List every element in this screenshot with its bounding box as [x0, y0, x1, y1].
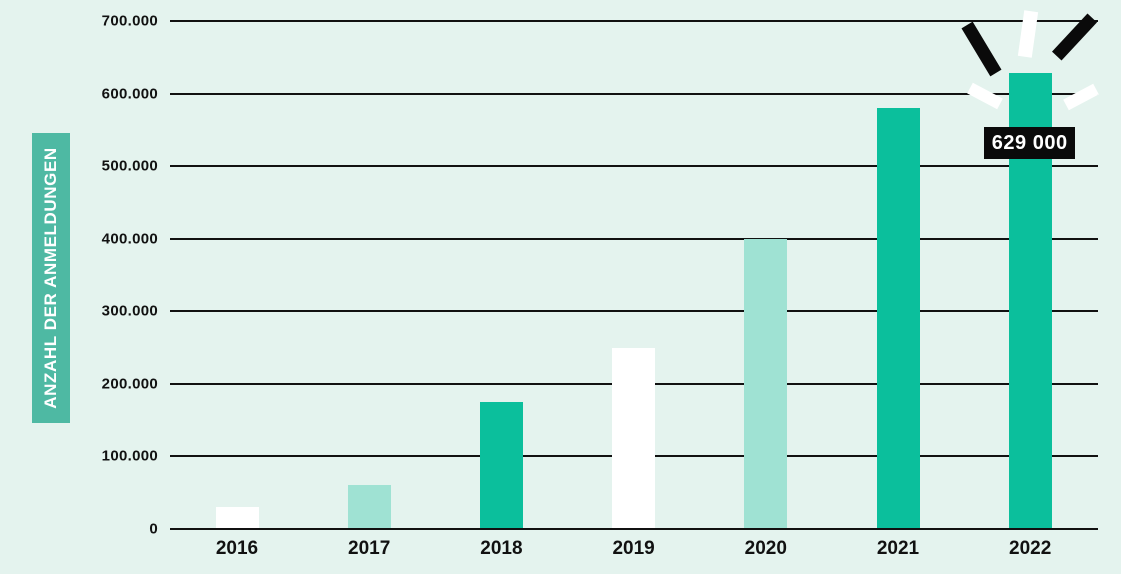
gridline [170, 92, 1098, 95]
burst-ray-top-center-icon [1018, 10, 1039, 58]
x-tick-label-2018: 2018 [480, 538, 523, 559]
gridline [170, 237, 1098, 240]
bar-2021 [876, 108, 920, 529]
x-tick-label-2021: 2021 [876, 538, 920, 559]
bar-2019 [612, 347, 656, 529]
x-tick-label-2022: 2022 [1009, 538, 1052, 559]
y-tick-label: 700.000 [101, 12, 158, 30]
bar-2018 [479, 402, 523, 529]
gridline [170, 165, 1098, 168]
y-tick-label: 400.000 [101, 230, 158, 248]
bar-2017 [347, 485, 391, 529]
y-axis-title-box: ANZAHL DER ANMELDUNGEN [32, 133, 70, 423]
bar-2020 [744, 238, 788, 529]
gridline [170, 20, 1098, 22]
burst-ray-top-left-icon [961, 21, 1002, 77]
x-tick-label-2020: 2020 [744, 538, 787, 559]
value-callout: 629 000 [984, 127, 1076, 159]
y-tick-label: 200.000 [101, 375, 158, 393]
y-tick-label: 500.000 [101, 157, 158, 175]
y-tick-label: 0 [149, 520, 158, 538]
x-tick-label-2017: 2017 [348, 538, 391, 559]
bar-2016 [215, 507, 259, 529]
y-tick-label: 100.000 [101, 447, 158, 465]
gridline [170, 310, 1098, 313]
burst-ray-mid-right-icon [1063, 83, 1100, 111]
y-tick-label: 600.000 [101, 85, 158, 103]
x-axis-line [170, 528, 1098, 530]
x-tick-label-2016: 2016 [215, 538, 259, 559]
burst-ray-mid-left-icon [967, 82, 1004, 110]
y-tick-label: 300.000 [101, 302, 158, 320]
y-axis-title: ANZAHL DER ANMELDUNGEN [41, 147, 60, 409]
x-tick-label-2019: 2019 [612, 538, 655, 559]
